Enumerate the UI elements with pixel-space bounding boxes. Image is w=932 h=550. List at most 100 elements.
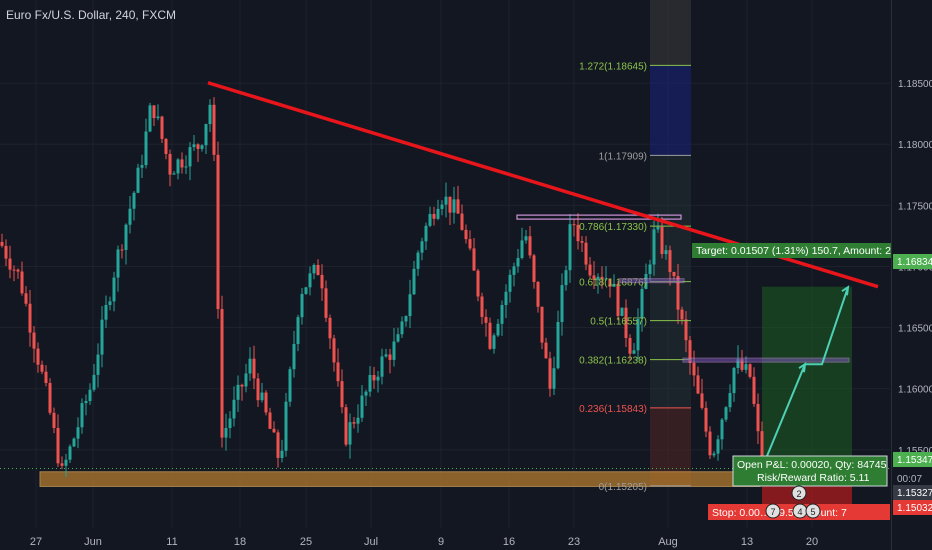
candle-body xyxy=(376,376,380,381)
candle-body xyxy=(400,321,404,335)
fib-level-label: 0(1.15205) xyxy=(599,482,647,493)
candle-body xyxy=(204,124,208,146)
candle-body xyxy=(260,392,264,401)
candle-body xyxy=(192,144,196,148)
candle-body xyxy=(432,214,436,219)
candle-body xyxy=(8,258,12,270)
candle-body xyxy=(64,459,68,466)
candle-body xyxy=(40,364,44,372)
candle-body xyxy=(524,236,528,241)
candle-body xyxy=(156,116,160,119)
candle-body xyxy=(440,204,444,209)
candle-body xyxy=(248,358,252,374)
candle-body xyxy=(748,364,752,377)
candle-body xyxy=(560,285,564,323)
candle-body xyxy=(436,208,440,219)
candle-body xyxy=(304,287,308,294)
candle-body xyxy=(300,293,304,318)
fib-level-label: 0.382(1.16238) xyxy=(579,356,647,367)
candle-body xyxy=(288,369,292,402)
candle-body xyxy=(532,255,536,282)
candle-body xyxy=(180,159,184,168)
candle-body xyxy=(740,359,744,370)
candle-body xyxy=(516,257,520,267)
candle-body xyxy=(332,338,336,363)
candle-body xyxy=(652,229,656,265)
candle-body xyxy=(612,283,616,287)
candle-body xyxy=(24,293,28,304)
candle-body xyxy=(384,354,388,357)
support-band xyxy=(39,471,761,487)
candle-body xyxy=(296,317,300,345)
candle-body xyxy=(324,288,328,318)
candle-body xyxy=(212,104,216,155)
candle-body xyxy=(580,241,584,243)
candle-body xyxy=(56,427,60,464)
candle-body xyxy=(264,392,268,413)
target-rail xyxy=(682,357,850,363)
candle-body xyxy=(124,224,128,250)
candle-body xyxy=(152,105,156,119)
candle-body xyxy=(732,367,736,394)
event-marker-label: 4 xyxy=(797,507,802,517)
fib-level-label: 0.786(1.17330) xyxy=(579,222,647,233)
price-axis-bg xyxy=(891,0,932,550)
candle-body xyxy=(340,381,344,408)
candle-body xyxy=(472,248,476,271)
candle-body xyxy=(208,104,212,125)
candle-body xyxy=(620,307,624,316)
candle-body xyxy=(336,362,340,382)
candle-body xyxy=(636,318,640,351)
candle-body xyxy=(564,270,568,286)
candle-body xyxy=(488,322,492,349)
candle-body xyxy=(520,240,524,258)
candle-body xyxy=(696,375,700,394)
candle-body xyxy=(508,274,512,292)
candle-body xyxy=(428,214,432,226)
candle-body xyxy=(548,358,552,389)
candle-body xyxy=(380,356,384,377)
candle-body xyxy=(220,309,224,438)
candle-body xyxy=(420,241,424,253)
candle-body xyxy=(496,323,500,336)
candle-body xyxy=(164,138,168,154)
fib-level-label: 0.236(1.15843) xyxy=(579,404,647,415)
candle-body xyxy=(648,264,652,274)
candle-body xyxy=(396,334,400,342)
candle-body xyxy=(752,376,756,404)
candle-body xyxy=(132,192,136,209)
candle-body xyxy=(392,341,396,360)
candle-body xyxy=(684,319,688,341)
candle-body xyxy=(148,105,152,132)
candle-body xyxy=(656,226,660,230)
candle-body xyxy=(308,273,312,288)
candle-body xyxy=(252,358,256,379)
candle-body xyxy=(584,242,588,265)
candle-body xyxy=(44,371,48,384)
event-marker-label: 5 xyxy=(810,507,815,517)
candle-body xyxy=(136,167,140,193)
candle-body xyxy=(480,296,484,317)
candle-body xyxy=(556,322,560,369)
candle-body xyxy=(76,427,80,439)
candle-body xyxy=(28,303,32,333)
candle-body xyxy=(388,354,392,360)
candle-body xyxy=(140,165,144,168)
candle-body xyxy=(708,431,712,456)
candle-body xyxy=(272,428,276,433)
candle-body xyxy=(608,278,612,287)
risk-reward-label: Risk/Reward Ratio: 5.11 xyxy=(757,472,870,484)
candle-body xyxy=(128,208,132,225)
candle-body xyxy=(364,391,368,396)
candle-body xyxy=(176,159,180,174)
candle-body xyxy=(368,375,372,392)
candle-body xyxy=(728,393,732,408)
candle-body xyxy=(372,375,376,381)
candle-body xyxy=(692,362,696,376)
candle-body xyxy=(84,400,88,404)
candle-body xyxy=(168,153,172,175)
candle-body xyxy=(172,173,176,175)
event-marker-label: 7 xyxy=(770,507,775,517)
candle-body xyxy=(660,226,664,255)
